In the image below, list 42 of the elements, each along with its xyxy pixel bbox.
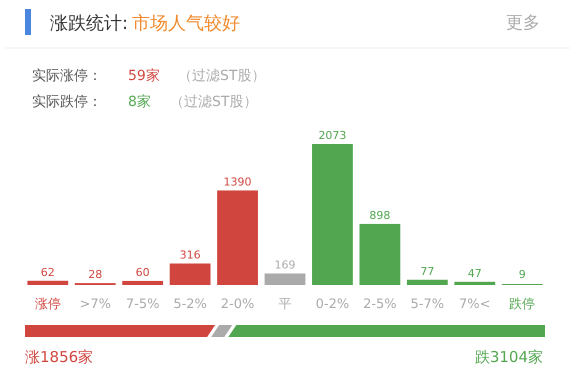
bar — [312, 144, 353, 285]
text: （过滤ST股） — [178, 68, 266, 84]
bar — [406, 280, 448, 285]
x-tick-label: 2-0% — [220, 297, 254, 312]
x-tick-label: 2-5% — [363, 297, 397, 312]
x-tick-label: 0-2% — [316, 297, 350, 312]
data-label: 9 — [518, 268, 526, 281]
x-tick-label: 5-7% — [410, 297, 444, 312]
x-tick-label: >7% — [79, 297, 111, 312]
text: 实际跌停： — [32, 94, 102, 110]
bar — [122, 280, 164, 285]
bar — [264, 274, 306, 285]
text: 涨1856家 — [25, 348, 94, 366]
x-tick-label: 涨停 — [34, 297, 61, 312]
bar — [359, 224, 400, 285]
text: 更多 — [506, 13, 540, 33]
data-label: 169 — [274, 258, 296, 272]
bar — [217, 190, 258, 285]
chart-title: 涨跌统计: — [50, 13, 128, 34]
data-label: 47 — [468, 266, 482, 280]
chart-subtitle: 市场人气较好 — [132, 13, 240, 34]
bar — [454, 282, 496, 285]
text: 59家 — [128, 68, 160, 84]
data-label: 62 — [40, 266, 55, 279]
text: 8家 — [128, 94, 151, 110]
data-label: 28 — [88, 268, 102, 281]
data-label: 77 — [420, 264, 434, 278]
data-label: 898 — [369, 208, 390, 222]
x-tick-label: 跌停 — [509, 297, 536, 312]
x-tick-label: 5-2% — [173, 297, 207, 312]
data-label: 60 — [136, 266, 150, 279]
text: 跌3104家 — [474, 348, 543, 366]
text: （过滤ST股） — [170, 94, 258, 110]
text: 实际涨停： — [32, 68, 102, 84]
data-label: 2073 — [318, 129, 346, 142]
x-tick-label: 7%< — [459, 297, 491, 312]
bar — [27, 280, 68, 285]
x-tick-label: 平 — [278, 297, 292, 312]
data-label: 316 — [180, 248, 201, 262]
data-label: 1390 — [224, 175, 252, 188]
x-tick-label: 7-5% — [126, 297, 160, 312]
bar — [170, 264, 211, 285]
